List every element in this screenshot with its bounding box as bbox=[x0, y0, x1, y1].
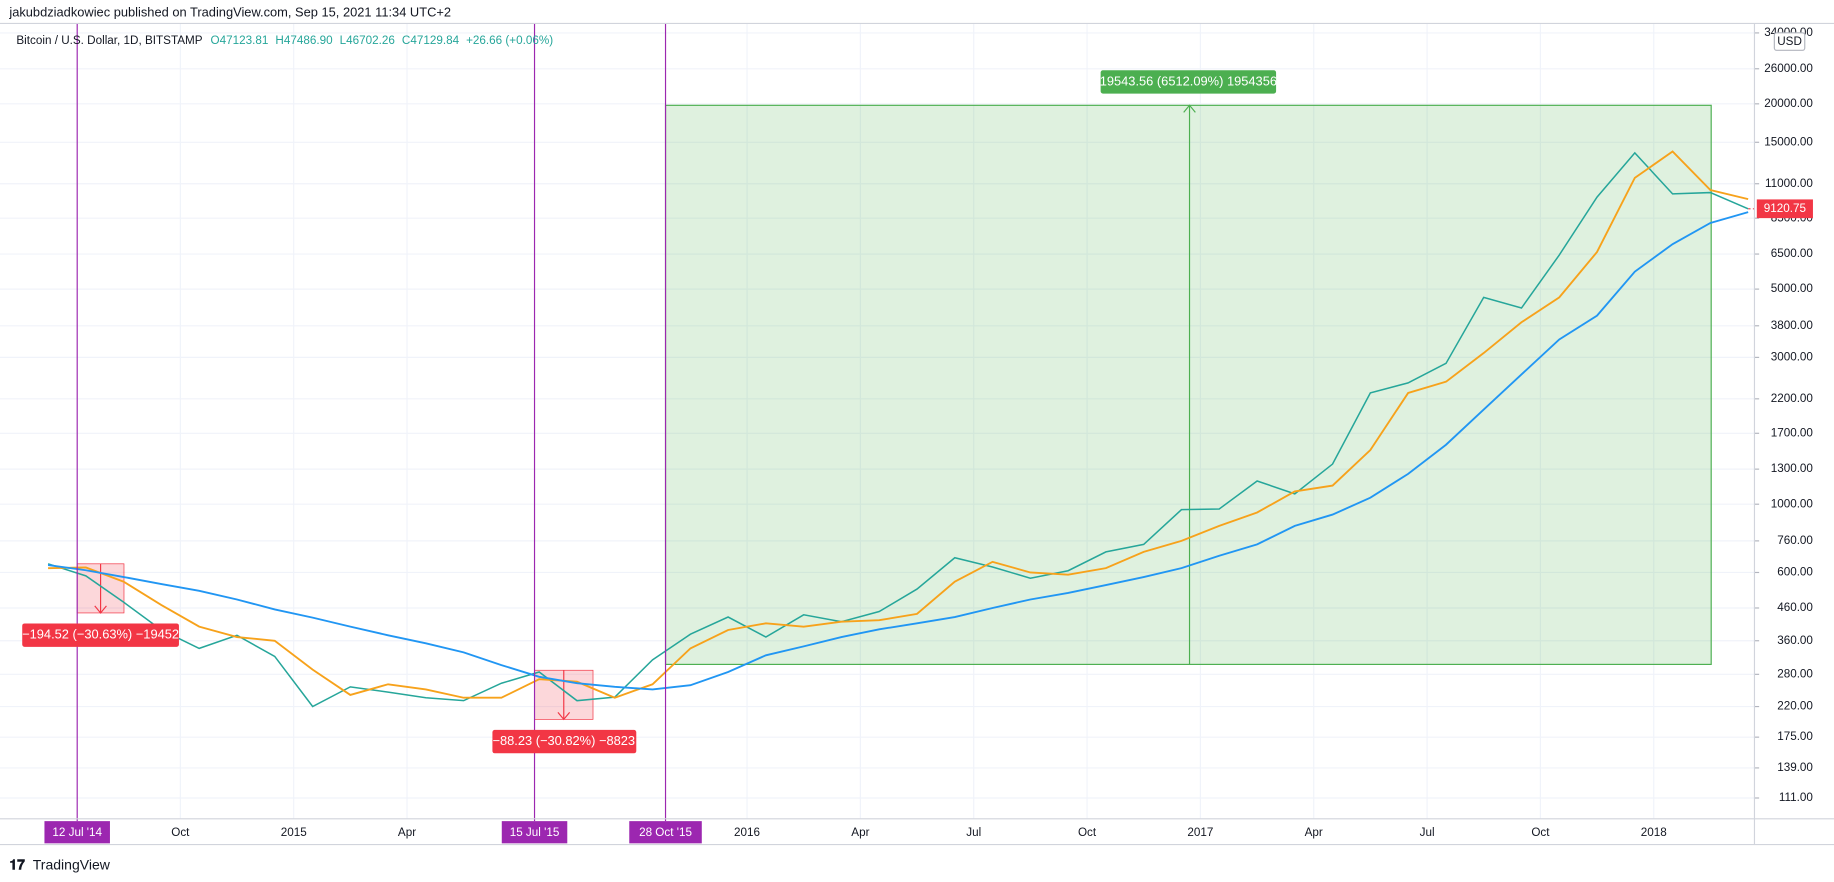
arrow-head bbox=[557, 711, 571, 721]
marker-box bbox=[501, 821, 568, 844]
x-tick-label: Apr bbox=[1305, 826, 1323, 839]
series-line bbox=[47, 211, 1749, 691]
y-tick-label: 26000.00 bbox=[1764, 62, 1813, 75]
y-tick-label: 3000.00 bbox=[1771, 350, 1814, 363]
y-tick-label: 15000.00 bbox=[1764, 135, 1813, 148]
x-tick-label: Apr bbox=[398, 826, 416, 839]
measure-label: 19543.56 (6512.09%) 1954356 bbox=[1100, 73, 1277, 88]
x-tick-label: Oct bbox=[1531, 826, 1550, 839]
ohlc-value: L46702.26 bbox=[340, 34, 395, 47]
x-tick-label: Jul bbox=[1420, 826, 1435, 839]
y-tick-label: 760.00 bbox=[1777, 534, 1813, 547]
y-tick-label: 2200.00 bbox=[1771, 392, 1814, 405]
annotations-back bbox=[76, 104, 1712, 721]
series-line bbox=[47, 151, 1749, 708]
x-tick-label: 2015 bbox=[281, 826, 308, 839]
x-tick-label: Oct bbox=[1078, 826, 1097, 839]
logo: 𝟏𝟕 bbox=[9, 856, 25, 872]
y-tick-label: 360.00 bbox=[1777, 634, 1813, 647]
label-box bbox=[22, 623, 179, 647]
series-line bbox=[48, 150, 1749, 699]
x-tick-label: Apr bbox=[851, 826, 869, 839]
y-tick-label: 3800.00 bbox=[1771, 319, 1814, 332]
y-tick-label: 111.00 bbox=[1779, 791, 1814, 804]
ohlc-value: H47486.90 bbox=[275, 34, 333, 47]
y-tick-label: 5000.00 bbox=[1771, 282, 1814, 295]
byline: jakubdziadkowiec published on TradingVie… bbox=[8, 4, 451, 19]
x-tick-label: Jul bbox=[966, 826, 981, 839]
y-tick-label: 139.00 bbox=[1777, 761, 1813, 774]
last-price-label: 9120.75 bbox=[1764, 202, 1807, 215]
currency-box bbox=[1773, 32, 1806, 51]
y-tick-label: 11000.00 bbox=[1765, 177, 1813, 190]
y-tick-label: 460.00 bbox=[1777, 601, 1813, 614]
y-tick-label: 1700.00 bbox=[1771, 426, 1814, 439]
x-tick-label: Oct bbox=[171, 826, 190, 839]
marker-label: 15 Jul '15 bbox=[510, 826, 560, 839]
ohlc: O47123.81 H47486.90 L46702.26 C47129.84 +26.… bbox=[211, 34, 554, 47]
y-tick-label: 20000.00 bbox=[1764, 97, 1813, 110]
marker-label: 28 Oct '15 bbox=[639, 826, 692, 839]
grid: 111.00 139.00 175.00 220.00 280.00 360.00 460.… bbox=[0, 23, 1814, 839]
measure-label: −88.23 (−30.82%) −8823 bbox=[492, 733, 635, 748]
y-tick-label: 175.00 bbox=[1777, 730, 1813, 743]
label-box bbox=[1100, 70, 1277, 94]
footer: TradingView bbox=[33, 856, 111, 872]
x-tick-label: 2016 bbox=[734, 826, 760, 839]
label-box bbox=[492, 729, 637, 754]
ohlc-value: C47129.84 bbox=[402, 34, 460, 47]
symbol: Bitcoin / U.S. Dollar, 1D, BITSTAMP bbox=[16, 34, 202, 47]
measure-label: −194.52 (−30.63%) −19452 bbox=[22, 627, 179, 642]
measure-box bbox=[664, 104, 1712, 665]
y-tick-label: 1000.00 bbox=[1771, 497, 1814, 510]
y-tick-label: 220.00 bbox=[1777, 700, 1813, 713]
y-tick-label: 600.00 bbox=[1777, 566, 1813, 579]
arrow-head bbox=[1183, 104, 1196, 113]
currency: USD bbox=[1777, 35, 1802, 48]
y-tick-label: 1300.00 bbox=[1771, 462, 1814, 475]
marker-box bbox=[629, 821, 702, 844]
last-price-box bbox=[1756, 199, 1813, 219]
y-tick-label: 280.00 bbox=[1777, 667, 1813, 680]
marker-box bbox=[44, 821, 110, 844]
marker-label: 12 Jul '14 bbox=[52, 826, 102, 839]
x-tick-label: 2018 bbox=[1641, 826, 1667, 839]
ohlc-value: O47123.81 bbox=[211, 34, 269, 47]
plot: 12 Jul '14 15 Jul '15 28 Oct '15 9120.75 bbox=[44, 23, 1813, 844]
ohlc-value: +26.66 (+0.06%) bbox=[466, 34, 553, 47]
annotations-front: 19543.56 (6512.09%) 1954356 −194.52 (−30… bbox=[22, 70, 1277, 754]
y-tick-label: 6500.00 bbox=[1771, 247, 1814, 260]
x-tick-label: 2017 bbox=[1187, 826, 1213, 839]
arrow-head bbox=[94, 605, 107, 614]
